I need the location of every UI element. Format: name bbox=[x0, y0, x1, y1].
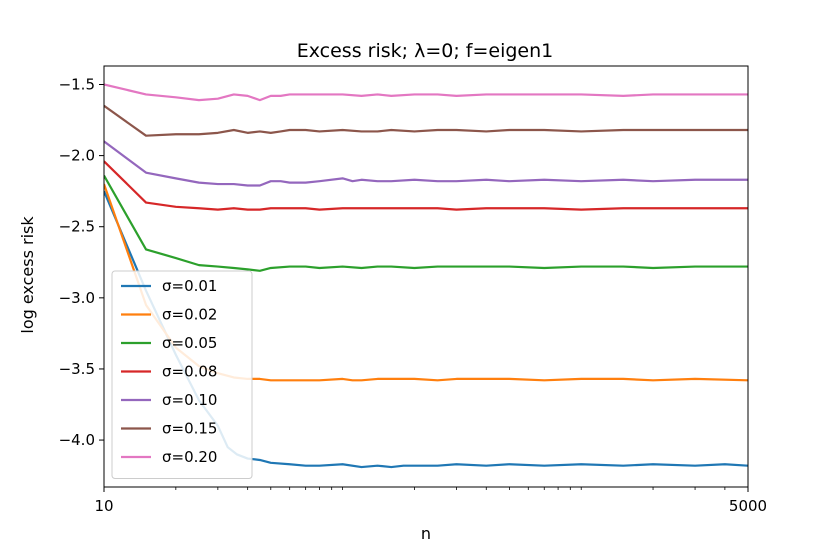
chart-title: Excess risk; λ=0; f=eigen1 bbox=[297, 40, 553, 62]
legend-label: σ=0.01 bbox=[162, 277, 217, 295]
y-tick-label: −4.0 bbox=[59, 431, 95, 449]
legend-box bbox=[111, 270, 253, 479]
series-line-3 bbox=[104, 174, 748, 272]
x-tick-label: 10 bbox=[94, 497, 113, 515]
x-tick-label: 5000 bbox=[729, 497, 767, 515]
legend-label: σ=0.15 bbox=[162, 420, 217, 438]
legend-label: σ=0.02 bbox=[162, 306, 217, 324]
series-line-5 bbox=[104, 140, 748, 187]
y-axis: −1.5 −2.0 −2.5 −3.0 −3.5 −4.0 bbox=[59, 75, 104, 449]
legend: σ=0.01 σ=0.02 σ=0.05 σ=0.08 σ=0.10 σ=0.15 σ=0.… bbox=[111, 270, 253, 479]
y-tick-label: −3.5 bbox=[59, 360, 95, 378]
series-line-7 bbox=[104, 83, 748, 102]
y-tick-label: −3.0 bbox=[59, 289, 95, 307]
series-line-4 bbox=[104, 160, 748, 211]
legend-label: σ=0.10 bbox=[162, 391, 217, 409]
y-tick-label: −2.0 bbox=[59, 147, 95, 165]
legend-label: σ=0.20 bbox=[162, 448, 217, 466]
legend-label: σ=0.08 bbox=[162, 363, 217, 381]
x-axis-title: n bbox=[421, 524, 431, 543]
y-axis-title: log excess risk bbox=[18, 216, 37, 334]
x-axis: 10 5000 bbox=[94, 487, 767, 515]
plot-frame bbox=[103, 65, 749, 488]
legend-label: σ=0.05 bbox=[162, 334, 217, 352]
y-tick-label: −1.5 bbox=[59, 75, 95, 93]
y-tick-label: −2.5 bbox=[59, 218, 95, 236]
series-line-6 bbox=[104, 104, 748, 137]
